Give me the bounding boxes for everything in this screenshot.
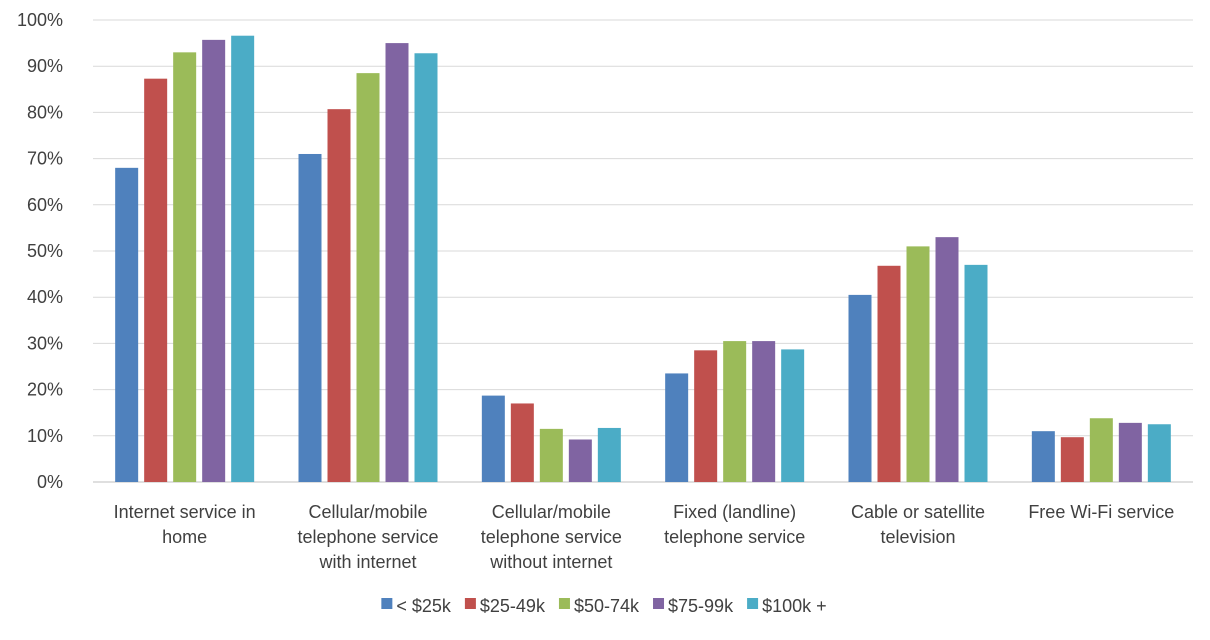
bar — [906, 246, 930, 482]
bar — [935, 237, 959, 482]
legend-swatch — [747, 598, 759, 609]
y-tick-label: 20% — [27, 380, 63, 400]
legend-label: $50-74k — [574, 596, 640, 616]
legend-label: $75-99k — [668, 596, 734, 616]
bar — [115, 167, 139, 482]
x-category-label: with internet — [318, 552, 416, 572]
legend-swatch — [653, 598, 665, 609]
y-tick-label: 90% — [27, 56, 63, 76]
bar — [1118, 422, 1142, 482]
legend-swatch — [558, 598, 570, 609]
bar — [356, 73, 380, 482]
y-tick-label: 10% — [27, 426, 63, 446]
bar — [385, 43, 409, 482]
x-axis-category-labels: Internet service in home Cellular/mobile te… — [114, 502, 1175, 572]
x-category-label: Internet service in — [114, 502, 256, 522]
legend-swatch — [464, 598, 476, 609]
bar — [1147, 424, 1171, 482]
bar — [144, 78, 168, 482]
bar — [1031, 431, 1055, 482]
x-category-label: Cellular/mobile — [492, 502, 611, 522]
x-category-label: Cellular/mobile — [308, 502, 427, 522]
bar — [481, 395, 505, 482]
bar — [597, 427, 621, 482]
x-category-label: Free Wi-Fi service — [1028, 502, 1174, 522]
y-tick-label: 70% — [27, 149, 63, 169]
x-category-label: home — [162, 527, 207, 547]
bar — [665, 373, 689, 482]
bar — [327, 109, 351, 482]
x-category-label: Fixed (landline) — [673, 502, 796, 522]
bar — [568, 439, 592, 482]
legend-label: $25-49k — [480, 596, 546, 616]
bar — [173, 52, 197, 483]
y-tick-label: 40% — [27, 287, 63, 307]
bar — [231, 35, 255, 482]
legend-swatch — [381, 598, 393, 609]
bar — [694, 350, 718, 482]
x-category-label: Cable or satellite — [851, 502, 985, 522]
y-axis-tick-labels: 0% 10% 20% 30% 40% 50% 60% 70% 80% 90% 100% — [17, 10, 63, 492]
bar — [298, 153, 322, 483]
bar — [964, 264, 988, 482]
bar — [877, 265, 901, 482]
legend-label: < $25k — [396, 596, 452, 616]
legend: < $25k $25-49k $50-74k $75-99k $100k + — [381, 596, 827, 616]
bar — [1060, 437, 1084, 482]
gridlines — [93, 19, 1193, 483]
bar — [723, 341, 747, 482]
y-tick-label: 30% — [27, 333, 63, 353]
y-tick-label: 80% — [27, 102, 63, 122]
bars — [115, 35, 1171, 483]
x-category-label: telephone service — [297, 527, 438, 547]
bar — [752, 341, 776, 482]
y-tick-label: 100% — [17, 10, 63, 30]
bar — [1089, 418, 1113, 482]
bar — [414, 53, 438, 482]
y-tick-label: 50% — [27, 241, 63, 261]
x-category-label: without internet — [489, 552, 612, 572]
legend-label: $100k + — [762, 596, 827, 616]
y-tick-label: 0% — [37, 472, 63, 492]
bar — [202, 39, 226, 483]
x-category-label: television — [880, 527, 955, 547]
x-category-label: telephone service — [664, 527, 805, 547]
bar — [510, 403, 534, 482]
bar — [848, 294, 872, 482]
x-category-label: telephone service — [481, 527, 622, 547]
bar — [539, 428, 563, 482]
y-tick-label: 60% — [27, 195, 63, 215]
bar — [781, 349, 805, 482]
